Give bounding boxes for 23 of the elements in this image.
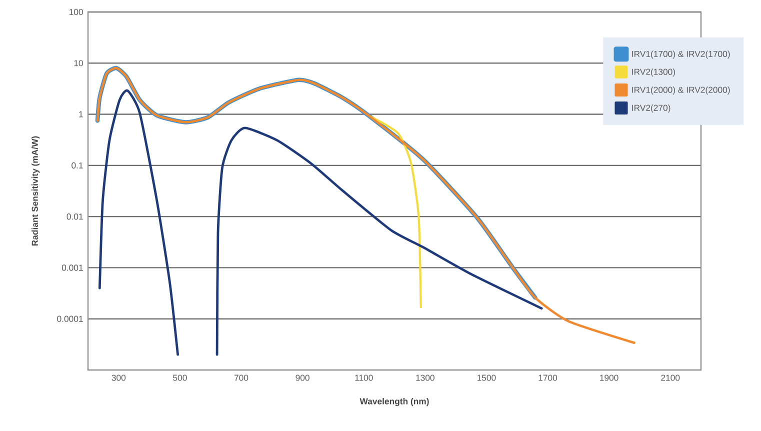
- x-axis-title: Wavelength (nm): [360, 398, 429, 406]
- y-tick-label: 0.1: [72, 162, 83, 168]
- y-axis-title: Radiant Sensitivity (mA/W): [32, 136, 40, 246]
- legend-label: IRV1(1700) & IRV2(1700): [632, 50, 730, 59]
- y-tick-label: 0.001: [62, 264, 83, 271]
- x-tick-label: 1700: [538, 374, 558, 381]
- x-tick-label: 900: [296, 374, 310, 381]
- x-tick-label: 1100: [355, 374, 373, 381]
- x-tick-label: 1500: [477, 374, 496, 381]
- legend-label: IRV2(1300): [632, 68, 675, 77]
- x-tick-label: 500: [173, 374, 187, 381]
- x-tick-label: 1900: [600, 374, 618, 381]
- x-tick-label: 700: [234, 374, 248, 381]
- y-tick-label: 10: [74, 60, 83, 66]
- x-tick-label: 2100: [661, 374, 680, 381]
- y-tick-label: 100: [70, 8, 83, 16]
- legend-label: IRV2(270): [632, 104, 670, 113]
- y-tick-label: 0.01: [66, 214, 83, 220]
- x-tick-label: 1300: [416, 374, 434, 381]
- y-tick-label: 1: [79, 111, 83, 118]
- y-tick-label: 0.0001: [57, 316, 83, 322]
- legend-label: IRV1(2000) & IRV2(2000): [632, 86, 730, 95]
- x-tick-label: 300: [112, 374, 126, 381]
